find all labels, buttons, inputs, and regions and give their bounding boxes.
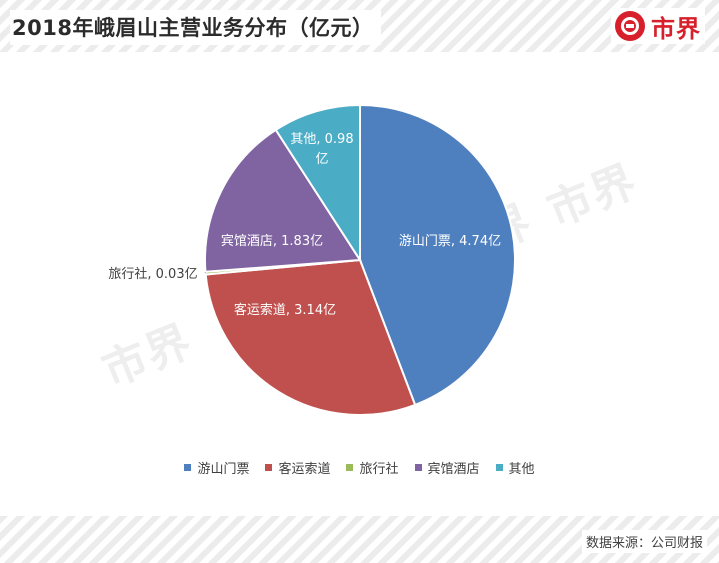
legend-swatch bbox=[495, 464, 503, 471]
brand-logo: 市界 bbox=[611, 8, 705, 44]
legend-label: 游山门票 bbox=[197, 462, 250, 477]
leader-line bbox=[204, 271, 207, 274]
data-label-其他: 其他, 0.98 亿 bbox=[290, 132, 353, 167]
legend-swatch bbox=[184, 464, 192, 471]
page-title: 2018年峨眉山主营业务分布（亿元） bbox=[10, 10, 382, 45]
legend-swatch bbox=[414, 464, 422, 471]
legend-swatch bbox=[265, 464, 273, 471]
legend-label: 宾馆酒店 bbox=[427, 462, 480, 477]
data-label-客运索道: 客运索道, 3.14亿 bbox=[234, 302, 336, 318]
data-label-游山门票: 游山门票, 4.74亿 bbox=[399, 234, 501, 249]
pie-slice-游山门票 bbox=[359, 103, 516, 407]
legend-label: 其他 bbox=[508, 462, 535, 477]
pie-slice-宾馆酒店 bbox=[204, 128, 362, 273]
brand-name: 市界 bbox=[651, 14, 701, 43]
legend-item-旅行社: 旅行社 bbox=[346, 458, 399, 477]
data-label-旅行社: 旅行社, 0.03亿 bbox=[108, 266, 197, 282]
legend-item-游山门票: 游山门票 bbox=[184, 458, 249, 477]
legend-item-宾馆酒店: 宾馆酒店 bbox=[414, 458, 480, 477]
legend-label: 旅行社 bbox=[359, 462, 399, 477]
legend-label: 客运索道 bbox=[278, 462, 331, 477]
legend-item-其他: 其他 bbox=[495, 458, 535, 477]
legend-item-客运索道: 客运索道 bbox=[265, 458, 330, 477]
data-label-宾馆酒店: 宾馆酒店, 1.83亿 bbox=[221, 233, 323, 249]
footer-bar: 数据来源：公司财报 bbox=[0, 516, 719, 563]
data-source: 数据来源：公司财报 bbox=[581, 530, 707, 553]
legend-swatch bbox=[346, 464, 354, 471]
chart-legend: 游山门票 客运索道 旅行社 宾馆酒店 其他 bbox=[0, 458, 719, 477]
pie-slice-客运索道 bbox=[204, 258, 417, 416]
header-bar: 2018年峨眉山主营业务分布（亿元） 市界 bbox=[0, 0, 719, 52]
brand-logo-icon bbox=[615, 11, 645, 41]
pie-slice-其他 bbox=[274, 103, 361, 264]
